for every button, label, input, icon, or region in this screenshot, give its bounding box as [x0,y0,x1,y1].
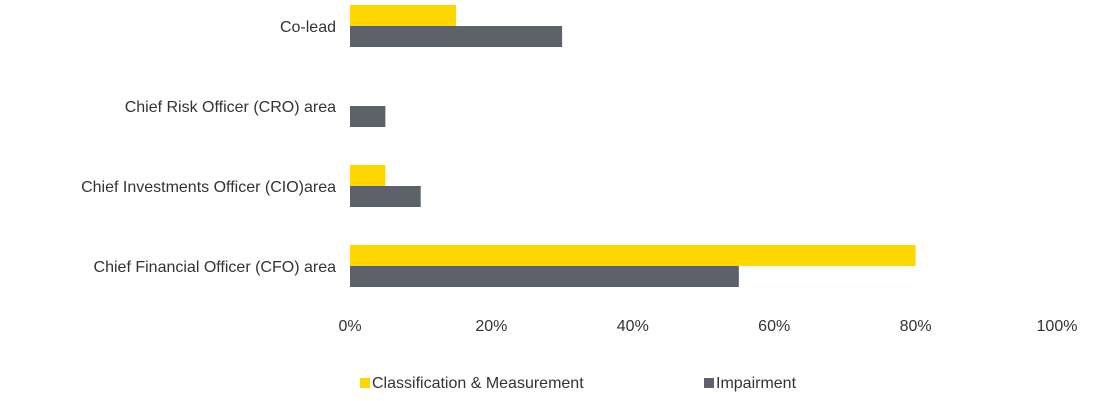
legend: Classification & Measurement Impairment [360,375,797,392]
bar-classification [350,165,386,186]
x-tick-label: 40% [617,318,649,335]
x-tick-label: 60% [758,318,790,335]
bar-impairment [350,26,563,47]
x-axis-ticks: 0% 20% 40% 60% 80% 100% [338,318,1077,335]
bar-impairment [350,266,739,287]
x-tick-label: 20% [475,318,507,335]
legend-label: Classification & Measurement [372,375,584,392]
bar-impairment [350,106,386,127]
x-tick-label: 100% [1037,318,1078,335]
bar-classification [350,5,457,26]
category-label: Chief Risk Officer (CRO) area [125,99,336,116]
legend-swatch [360,378,370,388]
bars-group [350,5,916,287]
legend-label: Impairment [716,375,797,392]
category-label: Chief Investments Officer (CIO)area [81,179,336,196]
category-label: Chief Financial Officer (CFO) area [94,259,337,276]
category-labels: Co-lead Chief Risk Officer (CRO) area Chie… [81,19,336,276]
bar-impairment [350,186,421,207]
legend-swatch [704,378,714,388]
bar-classification [350,245,916,266]
category-label: Co-lead [280,19,336,36]
x-tick-label: 0% [338,318,361,335]
x-tick-label: 80% [900,318,932,335]
